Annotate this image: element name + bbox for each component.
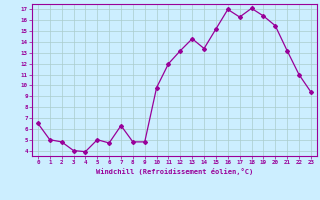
X-axis label: Windchill (Refroidissement éolien,°C): Windchill (Refroidissement éolien,°C) (96, 168, 253, 175)
